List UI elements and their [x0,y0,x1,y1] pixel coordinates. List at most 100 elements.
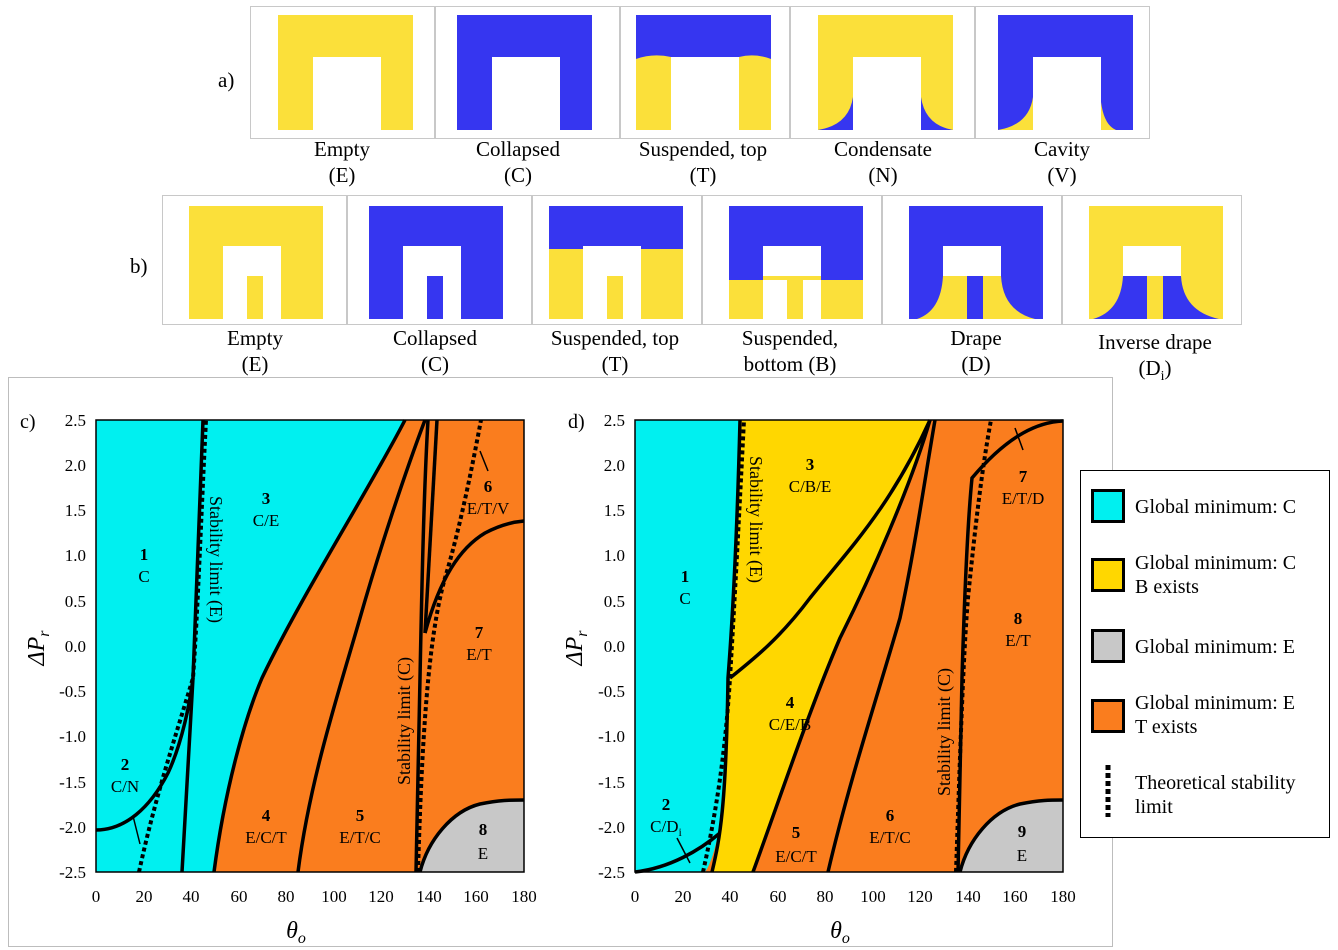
legend-swatch-orange [1091,699,1125,733]
chart-c-region-6-num: 6 [484,477,493,496]
chart-d-region-4-num: 4 [786,693,795,712]
chart-d-ytick: 1.0 [604,546,625,565]
chart-d-xlabel: θo [830,918,850,947]
caption-b-collapsed: Collapsed (C) [393,326,477,376]
caption-b-empty: Empty (E) [227,326,283,376]
chart-c-boundary-6 [418,798,525,873]
chart-d-region-5-num: 5 [792,823,801,842]
legend-item-1: Global minimum: C [1135,496,1297,518]
caption-b-suspended-top: Suspended, top (T) [550,326,680,376]
chart-d-ytick: 0.0 [604,637,625,656]
chart-d-boundary-4 [751,419,932,873]
chart-d-region-1-text: C [679,589,690,608]
chart-c-ytick: -2.0 [59,818,86,837]
chart-d-region-7-num: 7 [1019,467,1028,486]
chart-d-boundary-1 [634,831,722,874]
chart-d-ytick: -1.5 [598,773,625,792]
legend-item-2: Global minimum: C B exists [1135,552,1297,598]
tile-empty [250,6,435,139]
chart-c-boundary-8 [423,419,439,634]
chart-c-xtick: 60 [231,887,248,906]
chart-d-stability-e-label: Stability limit (E) [745,456,766,583]
chart-c-region-8-text: E [478,844,488,863]
chart-c-frame [95,419,525,873]
caption-condensate: Condensate (N) [834,137,932,187]
legend-item-4: Global minimum: E T exists [1135,692,1295,738]
chart-d-ytick: -0.5 [598,682,625,701]
chart-c-region-8-num: 8 [479,820,488,839]
chart-c-region-1-text: C [138,567,149,586]
chart-d-ytick: -2.5 [598,863,625,882]
chart-c-xtick: 180 [511,887,537,906]
chart-c-ytick: 0.0 [65,637,86,656]
chart-d-ytick: -2.0 [598,818,625,837]
chart-c-xtick: 160 [463,887,489,906]
chart-d-region-2-num: 2 [662,795,671,814]
legend-item-3: Global minimum: E [1135,636,1295,658]
chart-c-region-3-text: C/E [253,511,279,530]
tile-collapsed-image [457,15,592,130]
chart-d-boundary-6 [956,419,1064,873]
tile-b-suspended-bottom [702,195,882,325]
chart-d-xtick: 140 [955,887,981,906]
chart-d-xtick: 60 [770,887,787,906]
tile-suspended-top-image [636,15,771,130]
caption-b-suspended-bottom: Suspended, bottom (B) [741,326,839,376]
chart-d: 1 C 2 C/Di 3 C/B/E 4 C/E/B 5 E/C/T 6 E/T… [562,411,1076,947]
chart-c-theory-c [416,419,483,873]
chart-d-region-9-num: 9 [1018,822,1027,841]
chart-c-xtick: 20 [136,887,153,906]
chart-d-xtick: 180 [1050,887,1076,906]
chart-c-xtick: 80 [278,887,295,906]
caption-b-inverse-drape: Inverse drape (Di) [1098,330,1212,385]
tile-condensate [790,6,975,139]
caption-cavity: Cavity (V) [1034,137,1090,187]
tile-condensate-image [818,15,953,130]
chart-c-xtick: 140 [416,887,442,906]
chart-c-xtick: 120 [368,887,394,906]
legend-dotted-line [1105,765,1111,817]
chart-c-region-2-text: C/N [111,777,139,796]
chart-d-region-6-num: 6 [886,806,895,825]
tile-b-collapsed-image [369,206,503,319]
caption-suspended-top: Suspended, top (T) [638,137,768,187]
row-a-label: a) [218,68,235,92]
chart-c-ytick: -1.0 [59,727,86,746]
chart-c-region-2-num: 2 [121,755,130,774]
chart-d-region-2-text: C/Di [650,817,682,839]
tile-b-inverse-drape [1062,195,1242,325]
chart-c-ytick: -1.5 [59,773,86,792]
chart-d-theory-c [954,419,993,873]
caption-collapsed: Collapsed (C) [476,137,560,187]
chart-c-stability-e-label: Stability limit (E) [205,496,226,623]
chart-d-ytick: 0.5 [604,592,625,611]
legend-swatch-cyan [1091,489,1125,523]
chart-d-frame [634,419,1064,873]
chart-c-region-4-num: 4 [262,806,271,825]
chart-d-ytick: 1.5 [604,501,625,520]
chart-c-xtick: 40 [183,887,200,906]
tile-b-empty [162,195,347,325]
chart-c-region-6-text: E/T/V [467,499,510,518]
tile-collapsed [435,6,620,139]
chart-d-region-1-num: 1 [681,567,690,586]
tile-b-suspended-top [532,195,702,325]
chart-c-pointer-6 [479,450,489,472]
chart-d-xtick: 160 [1002,887,1028,906]
tile-b-empty-image [189,206,323,319]
chart-c-xtick: 0 [92,887,101,906]
chart-d-region-9-text: E [1017,846,1027,865]
chart-c-ytick: 1.0 [65,546,86,565]
tile-empty-image [278,15,413,130]
tile-b-collapsed [347,195,532,325]
legend-item-5: Theoretical stability limit [1135,772,1296,818]
tile-suspended-top [620,6,790,139]
chart-d-ylabel: ΔPr [562,630,591,667]
tile-cavity-image [998,15,1133,130]
chart-d-region-8-text: E/T [1005,631,1031,650]
caption-b-drape: Drape (D) [950,326,1002,376]
chart-c-panel-label: c) [20,411,36,433]
chart-c-boundary-5 [414,419,430,873]
chart-c-ytick: 2.0 [65,456,86,475]
legend-swatch-gray [1091,629,1125,663]
